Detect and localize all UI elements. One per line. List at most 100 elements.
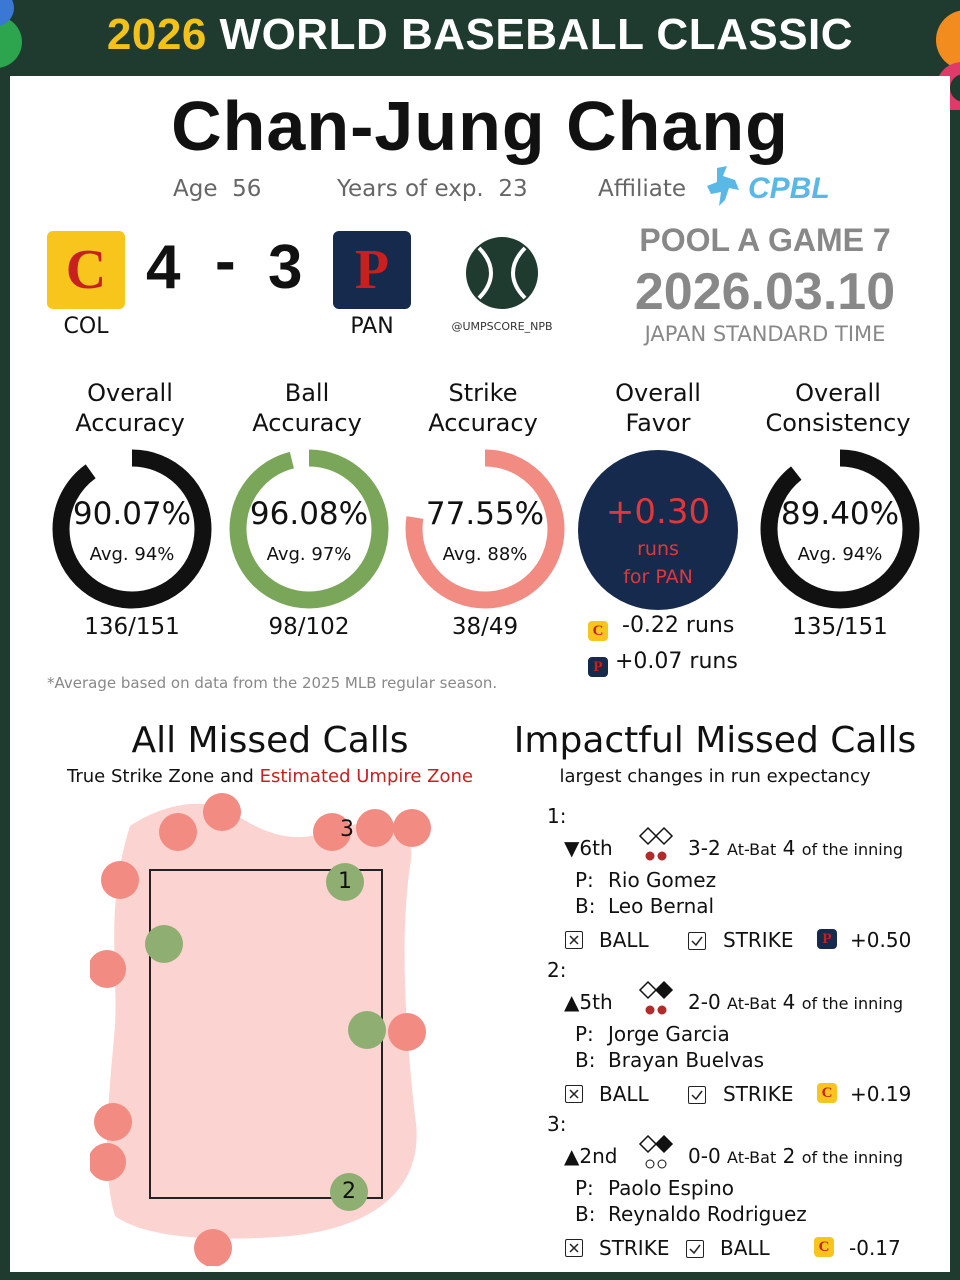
call-pitcher-row: P: Paolo Espino [575,1176,734,1200]
metric-avg: Avg. 94% [797,544,883,565]
call-count-block: 3-2 At-Bat 4 of the inning [688,836,903,860]
call-delta: +0.19 [850,1082,912,1106]
metric-title-2: Strike Accuracy [398,378,568,438]
check-box-icon [686,1240,704,1258]
wrong-call: BALL [599,928,649,952]
missed-sub1: True Strike Zone and [67,766,254,787]
ring-svg [52,449,212,609]
call-count: 2-0 [688,990,721,1014]
atbat-label: At-Bat [727,840,777,859]
call-pitcher-row: P: Jorge Garcia [575,1022,730,1046]
atbat-number: 4 [782,990,796,1014]
pan-logo-letter: P [354,239,390,301]
missed-ball-dots [145,863,386,1211]
call-inning: ▲2nd [564,1144,618,1168]
metric-count-2: 38/49 [451,614,519,640]
zone-label-3: 3 [340,817,354,842]
metric-value: 77.55% [425,496,545,532]
metric-ring-0: 90.07% Avg. 94% [47,444,217,614]
pool-label: POOL A GAME 7 [639,222,891,258]
atbat-suffix: of the inning [801,840,904,859]
missed-dot [356,809,394,847]
handle-text: @UMPSCORE_NPB [451,320,553,333]
atbat-number: 4 [782,836,796,860]
metric-value: 96.08% [249,496,369,532]
header-title: 2026 WORLD BASEBALL CLASSIC [0,10,960,60]
ring-svg [229,449,389,609]
metric-count-3: 135/151 [792,614,888,640]
favor-circle: +0.30 runs for PAN [578,450,738,610]
age-info: Age 56 [173,176,261,202]
pitcher-label: P: [575,1176,594,1200]
col-logo-letter: C [65,239,107,301]
metric-avg: Avg. 94% [89,544,175,565]
missed-dot [313,813,351,851]
call-team-logo: C [817,1083,837,1103]
right-call: STRIKE [723,1082,794,1106]
pan-mini-logo: P [588,657,608,677]
favor-pan-row: P +0.07 runs [588,649,738,677]
metric-count-1: 98/102 [268,614,350,640]
metric-title-0: Overall Accuracy [45,378,215,438]
wrong-call: STRIKE [599,1236,670,1260]
call-situation: ▼6th 3-2 At-Bat 4 of the inning [564,826,903,861]
metric-title-line2: Accuracy [252,409,362,437]
pitcher-name: Jorge Garcia [608,1022,730,1046]
call-pitcher-row: P: Rio Gomez [575,868,716,892]
exp-label: Years of exp. [337,176,484,202]
call-count: 0-0 [688,1144,721,1168]
call-result-row: BALL STRIKE P +0.50 [565,928,925,956]
footnote: *Average based on data from the 2025 MLB… [47,674,498,692]
metric-title-1: Ball Accuracy [222,378,392,438]
missed-dot [101,861,139,899]
missed-dot [348,1011,386,1049]
bases-icon [638,826,674,861]
check-box-icon [688,932,706,950]
missed-dot [393,809,431,847]
batter-name: Reynaldo Rodriguez [608,1202,807,1226]
batter-label: B: [575,894,596,918]
impact-subtitle: largest changes in run expectancy [559,766,871,787]
call-team-logo: P [817,929,837,949]
x-box-icon [565,1085,583,1103]
call-inning: ▲5th [564,990,613,1014]
favor-pan-runs: +0.07 runs [615,649,738,674]
metric-value: 89.40% [780,496,900,532]
missed-title: All Missed Calls [131,720,409,761]
call-team-logo: C [814,1237,834,1257]
away-team-code: PAN [350,314,394,339]
right-call: STRIKE [723,928,794,952]
x-box-icon [565,1239,583,1257]
metric-title-line1: Strike [448,379,518,407]
call-count: 3-2 [688,836,721,860]
favor-title-line2: Favor [625,409,691,437]
call-number: 1: [547,804,567,828]
metric-title-line2: Accuracy [428,409,538,437]
batter-name: Leo Bernal [608,894,715,918]
exp-info: Years of exp. 23 [337,176,528,202]
call-number: 3: [547,1112,567,1136]
missed-dot [94,1103,132,1141]
metric-count-0: 136/151 [84,614,180,640]
call-situation: ▲2nd 0-0 At-Bat 2 of the inning [564,1134,903,1169]
call-batter-row: B: Reynaldo Rodriguez [575,1202,807,1226]
metric-ring-2: 77.55% Avg. 88% [400,444,570,614]
header-bar: 2026 WORLD BASEBALL CLASSIC [0,0,960,110]
favor-title: Overall Favor [573,378,743,438]
zone-plot [90,793,431,1266]
call-number: 2: [547,958,567,982]
missed-dot [330,1173,368,1211]
favor-team: for PAN [623,566,693,588]
pan-logo: P [333,231,411,309]
missed-dot [194,1229,232,1266]
ring-svg [405,449,565,609]
batter-label: B: [575,1048,596,1072]
metric-ring-1: 96.08% Avg. 97% [224,444,394,614]
impact-title: Impactful Missed Calls [513,720,917,761]
call-batter-row: B: Brayan Buelvas [575,1048,764,1072]
atbat-label: At-Bat [727,1148,777,1167]
check-box-icon [688,1086,706,1104]
call-delta: +0.50 [850,928,912,952]
exp-value: 23 [498,176,528,202]
